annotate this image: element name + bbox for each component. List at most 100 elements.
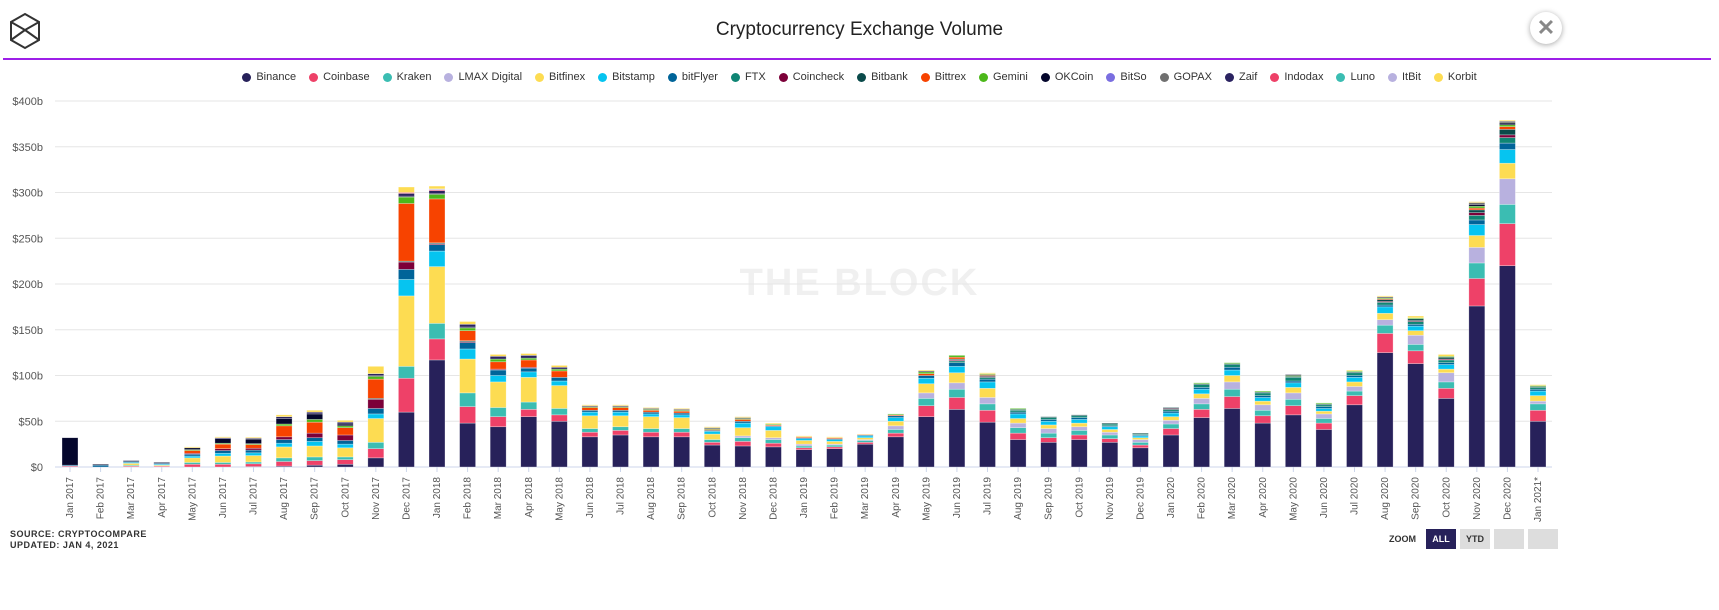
- x-tick-label: Oct 2019: [1074, 477, 1085, 518]
- bar-segment-bitfinex: [1101, 429, 1119, 433]
- bar-segment-lmax-digital: [1315, 413, 1333, 419]
- bar-segment-bittrex: [398, 203, 415, 262]
- legend-item-korbit[interactable]: Korbit: [1433, 71, 1477, 83]
- bar-segment-bitstamp: [703, 431, 721, 435]
- bar-segment-bitfinex: [1437, 368, 1455, 374]
- legend-item-bitfinex[interactable]: Bitfinex: [535, 71, 585, 83]
- bar-segment-lmax-digital: [1346, 386, 1363, 392]
- legend-item-bitso[interactable]: BitSo: [1106, 71, 1147, 83]
- legend-item-okcoin[interactable]: OKCoin: [1040, 71, 1093, 83]
- x-tick-label: Jan 2018: [432, 477, 443, 519]
- legend-marker: [1159, 72, 1169, 82]
- bar-segment-bitfinex: [1285, 387, 1302, 394]
- legend-marker: [730, 72, 740, 82]
- bar-segment-binance: [551, 420, 568, 468]
- legend-item-coinbase[interactable]: Coinbase: [309, 71, 370, 83]
- bar-segment-binance: [1162, 434, 1180, 468]
- bar-segment-gemini: [489, 358, 507, 363]
- bar-segment-bitstamp: [306, 441, 323, 447]
- x-tick-label: Jun 2020: [1319, 477, 1330, 519]
- legend-item-bittrex[interactable]: Bittrex: [920, 71, 966, 83]
- bar-segment-coinbase: [459, 406, 476, 424]
- bar-segment-kraken: [336, 456, 354, 460]
- bar-segment-binance: [489, 426, 507, 468]
- legend-label: Indodax: [1284, 71, 1324, 83]
- bar-segment-coinbase: [367, 448, 385, 459]
- zoom-button-4[interactable]: [1528, 529, 1558, 549]
- bar-segment-bitfinex: [184, 457, 201, 463]
- legend-item-luno[interactable]: Luno: [1336, 71, 1375, 83]
- bar-segment-binance: [581, 436, 599, 468]
- zoom-button-3[interactable]: [1494, 529, 1524, 549]
- bar-segment-bittrex: [551, 370, 568, 378]
- bar-segment-bitbank: [1468, 209, 1486, 213]
- bar-segment-ftx: [1437, 359, 1455, 363]
- bar-segment-coinbase: [1223, 396, 1241, 409]
- bar-segment-korbit: [459, 321, 476, 325]
- legend-item-ftx[interactable]: FTX: [730, 71, 766, 83]
- legend-label: FTX: [744, 71, 766, 83]
- legend-marker: [978, 72, 988, 82]
- close-button[interactable]: ✕: [1530, 12, 1562, 44]
- bar-segment-okcoin: [1285, 374, 1302, 376]
- x-tick-label: Aug 2018: [646, 477, 657, 520]
- bar-segment-bittrex: [184, 450, 201, 454]
- bar-segment-bitfinex: [428, 266, 446, 324]
- legend-item-binance[interactable]: Binance: [242, 71, 296, 83]
- bar-segment-kraken: [1315, 418, 1333, 424]
- bar-segment-bitfinex: [336, 447, 354, 458]
- bar-segment-kraken: [1285, 398, 1302, 406]
- bar-segment-coinbase: [979, 409, 996, 423]
- bar-segment-bitstamp: [918, 377, 935, 385]
- bar-segment-kraken: [673, 428, 690, 433]
- legend-item-gopax[interactable]: GOPAX: [1159, 71, 1212, 83]
- bar-segment-binance: [703, 444, 721, 468]
- title-divider: [3, 58, 1711, 60]
- bar-segment-bitbank: [1132, 432, 1149, 435]
- bar-segment-bitstamp: [398, 279, 415, 297]
- legend-item-bitbank[interactable]: Bitbank: [857, 71, 908, 83]
- bar-segment-korbit: [673, 408, 690, 410]
- bar-segment-bitfinex: [1254, 400, 1272, 406]
- source-text: SOURCE: CRYPTOCOMPARE: [10, 529, 147, 539]
- zoom-all-button[interactable]: ALL: [1426, 529, 1456, 549]
- bar-segment-korbit: [428, 185, 446, 190]
- legend-item-coincheck[interactable]: Coincheck: [778, 71, 844, 83]
- bar-segment-coinbase: [1437, 388, 1455, 399]
- bar-segment-bitfinex: [642, 416, 660, 429]
- y-tick-label: $0: [31, 462, 43, 474]
- bar-segment-kraken: [398, 366, 415, 379]
- bar-segment-bitfinex: [612, 415, 629, 428]
- legend-item-itbit[interactable]: ItBit: [1387, 71, 1421, 83]
- bar-segment-bittrex: [336, 427, 354, 436]
- bar-segment-bitfinex: [918, 383, 935, 394]
- bar-segment-bitfinex: [1346, 381, 1363, 387]
- legend-item-bitflyer[interactable]: bitFlyer: [667, 71, 718, 83]
- bar-segment-ftx: [1254, 392, 1272, 396]
- legend-item-indodax[interactable]: Indodax: [1270, 71, 1323, 83]
- legend-item-bitstamp[interactable]: Bitstamp: [598, 71, 655, 83]
- y-tick-label: $50b: [19, 416, 43, 428]
- bar-segment-coinbase: [428, 338, 446, 361]
- bar-segment-lmax-digital: [1193, 398, 1210, 405]
- x-tick-label: Dec 2019: [1135, 477, 1146, 520]
- bar-segment-coinbase: [1499, 223, 1516, 267]
- legend-item-gemini[interactable]: Gemini: [978, 71, 1028, 83]
- legend-item-kraken[interactable]: Kraken: [382, 71, 431, 83]
- bar-segment-bitstamp: [1254, 397, 1272, 402]
- bar-segment-binance: [1376, 352, 1394, 468]
- bar-segment-coinbase: [520, 409, 538, 417]
- bar-segment-bittrex: [1499, 126, 1516, 130]
- legend-item-zaif[interactable]: Zaif: [1224, 71, 1257, 83]
- bar-segment-korbit: [520, 353, 538, 356]
- bar-segment-kraken: [1529, 403, 1547, 411]
- bar-segment-bitflyer: [275, 439, 293, 444]
- bar-segment-bitflyer: [367, 408, 385, 415]
- bar-segment-kraken: [1254, 409, 1272, 417]
- bar-segment-bitstamp: [1223, 369, 1241, 376]
- bar-segment-coinbase: [948, 397, 966, 410]
- zoom-ytd-button[interactable]: YTD: [1460, 529, 1490, 549]
- legend-marker: [667, 72, 677, 82]
- bar-segment-bitfinex: [1162, 416, 1180, 421]
- legend-item-lmax-digital[interactable]: LMAX Digital: [444, 71, 522, 83]
